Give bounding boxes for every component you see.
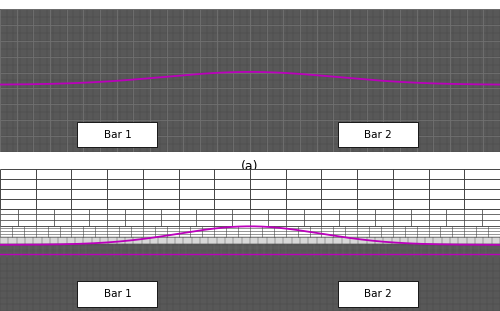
- Text: Bar 2: Bar 2: [364, 289, 392, 299]
- Bar: [78, 122, 158, 147]
- Text: Bar 1: Bar 1: [104, 130, 132, 140]
- Text: Bar 2: Bar 2: [364, 130, 392, 140]
- Bar: [338, 281, 417, 307]
- Text: Bar 1: Bar 1: [104, 289, 132, 299]
- Bar: [338, 122, 417, 147]
- Polygon shape: [0, 169, 500, 245]
- Bar: [0, 244, 500, 311]
- Bar: [78, 281, 158, 307]
- Bar: [0, 169, 500, 246]
- Text: (a): (a): [241, 160, 259, 173]
